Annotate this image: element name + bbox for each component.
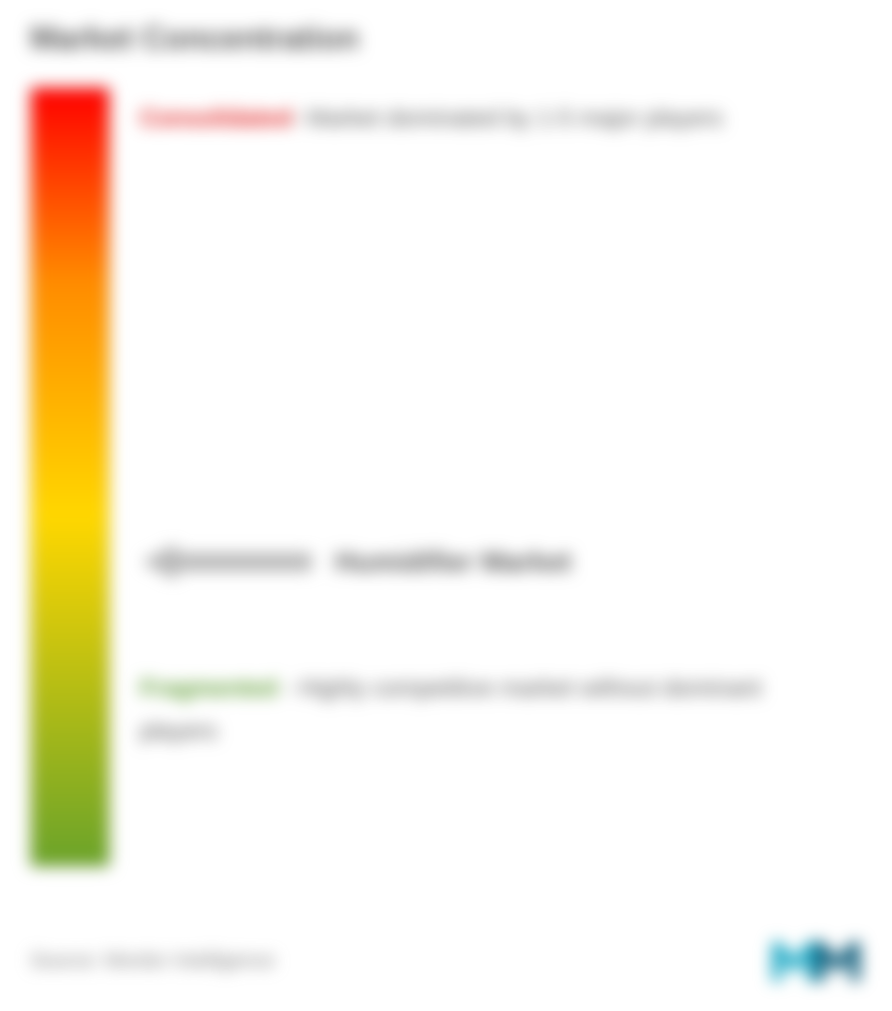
arrow-left-icon xyxy=(140,542,315,582)
concentration-gradient-bar xyxy=(30,87,110,867)
marker-label: Humidifier Market xyxy=(335,546,572,578)
labels-area: Consolidated- Market dominated by 1-5 ma… xyxy=(140,87,862,887)
mordor-logo-icon xyxy=(772,936,862,986)
source-attribution: Source: Mordor Intelligence xyxy=(30,950,275,973)
marker-row: Humidifier Market xyxy=(140,542,572,582)
consolidated-description: Consolidated- Market dominated by 1-5 ma… xyxy=(140,97,842,140)
page-title: Market Concentration xyxy=(30,20,862,57)
consolidated-label: Consolidated xyxy=(140,105,292,132)
content-area: Consolidated- Market dominated by 1-5 ma… xyxy=(30,87,862,887)
footer: Source: Mordor Intelligence xyxy=(30,936,862,986)
infographic-container: Market Concentration Consolidated- Marke… xyxy=(0,0,892,1011)
consolidated-text: - Market dominated by 1-5 major players xyxy=(292,105,723,132)
fragmented-label: Fragmented xyxy=(140,675,277,702)
fragmented-description: Fragmented - Highly competitive market w… xyxy=(140,667,842,753)
